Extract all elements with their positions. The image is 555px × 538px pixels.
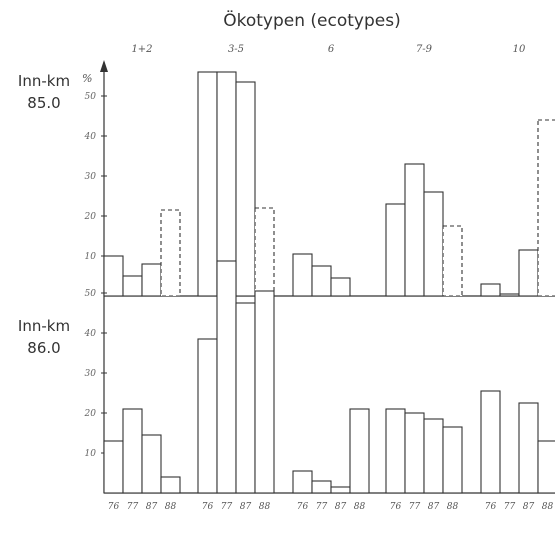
panel-1-tick-label-2: 30 [85,369,97,379]
chart-plot-area: 1+2 3-5 6 7-9 10% Inn-km 85.0 10 20 30 40 50 Inn-km 8… [18,44,555,512]
year-label-g1-1: 77 [221,502,233,512]
chart-title: Ökotypen (ecotypes) [223,9,400,31]
bar-p1-g0-y88 [160,476,181,494]
bar-p0-g3-y77 [404,163,425,297]
panel-0-tick-label-1: 20 [84,212,97,222]
bar-p1-g3-y87 [423,418,444,494]
bar-p0-g0-y88 [160,209,181,297]
panel-0-label-line2: 85.0 [27,94,60,112]
bar-p1-g2-y76 [292,470,313,494]
panel-1-tick-label-1: 20 [84,409,97,419]
bar-p1-g3-y88 [442,426,463,494]
bar-p0-g2-y77 [311,265,332,297]
panel-1-tick-label-3: 40 [84,329,97,339]
year-label-g4-3: 88 [542,502,554,512]
bar-p0-g1-y87 [235,81,256,297]
bar-p0-g4-y77 [499,293,520,297]
bar-p0-g0-y77 [122,275,143,297]
bar-p1-g1-y76 [197,338,218,494]
bar-p1-g4-y87 [518,402,539,494]
panel-1-tick-label-4: 50 [85,289,97,299]
bar-p1-g3-y76 [385,408,406,494]
panel-1-label-line2: 86.0 [27,339,60,357]
bar-p0-g3-y88 [442,225,463,297]
bar-p1-g0-y87 [141,434,162,494]
year-label-g2-3: 88 [354,502,366,512]
year-label-g1-2: 87 [240,502,252,512]
bar-p1-g0-y76 [103,440,124,494]
bar-p0-g0-y87 [141,263,162,297]
year-label-g4-1: 77 [504,502,516,512]
panel-0-tick-label-2: 30 [85,172,97,182]
bar-p1-g3-y77 [404,412,425,494]
bar-p1-g1-y88 [254,290,275,494]
bar-p0-g4-y88 [537,119,555,297]
bar-p0-g1-y88 [254,207,275,297]
bar-p1-g1-y77 [216,260,237,494]
group-label-3: 7-9 [416,44,433,55]
year-label-g3-3: 88 [447,502,459,512]
panel-0-label-line1: Inn-km [18,72,70,90]
year-label-g3-1: 77 [409,502,421,512]
bar-p0-g4-y87 [518,249,539,297]
year-label-g4-2: 87 [523,502,535,512]
year-label-g0-2: 87 [146,502,158,512]
y-axis-arrow [100,60,108,72]
panel-0-tick-label-3: 40 [84,132,97,142]
bar-p0-g2-y87 [330,277,351,297]
year-label-g3-2: 87 [428,502,440,512]
group-label-2: 6 [328,44,335,55]
group-label-0: 1+2 [131,44,152,55]
bar-p1-g1-y87 [235,302,256,494]
year-label-g1-0: 76 [202,502,214,512]
bar-p0-g3-y87 [423,191,444,297]
year-label-g2-2: 87 [335,502,347,512]
group-label-4: 10 [513,44,526,55]
panel-0-tick-label-4: 50 [85,92,97,102]
year-label-g0-3: 88 [165,502,177,512]
year-label-g0-0: 76 [108,502,120,512]
bar-p1-g2-y88 [349,408,370,494]
panel-0-tick-label-0: 10 [85,252,97,262]
bar-p0-g2-y76 [292,253,313,297]
bar-p1-g2-y77 [311,480,332,494]
bar-p1-g4-y76 [480,390,501,494]
year-label-g0-1: 77 [127,502,139,512]
panel-1-tick-label-0: 10 [85,449,97,459]
bar-p1-g4-y88 [537,440,555,494]
bar-p0-g0-y76 [103,255,124,297]
bar-p1-g2-y87 [330,486,351,494]
bar-p0-g1-y76 [197,71,218,297]
panel-1-label-line1: Inn-km [18,317,70,335]
y-unit-label: % [82,72,92,85]
year-label-g2-0: 76 [297,502,309,512]
bar-p1-g0-y77 [122,408,143,494]
year-label-g2-1: 77 [316,502,328,512]
year-label-g4-0: 76 [485,502,497,512]
year-label-g1-3: 88 [259,502,271,512]
group-label-1: 3-5 [228,44,244,55]
bar-p0-g4-y76 [480,283,501,297]
bar-p0-g3-y76 [385,203,406,297]
year-label-g3-0: 76 [390,502,402,512]
